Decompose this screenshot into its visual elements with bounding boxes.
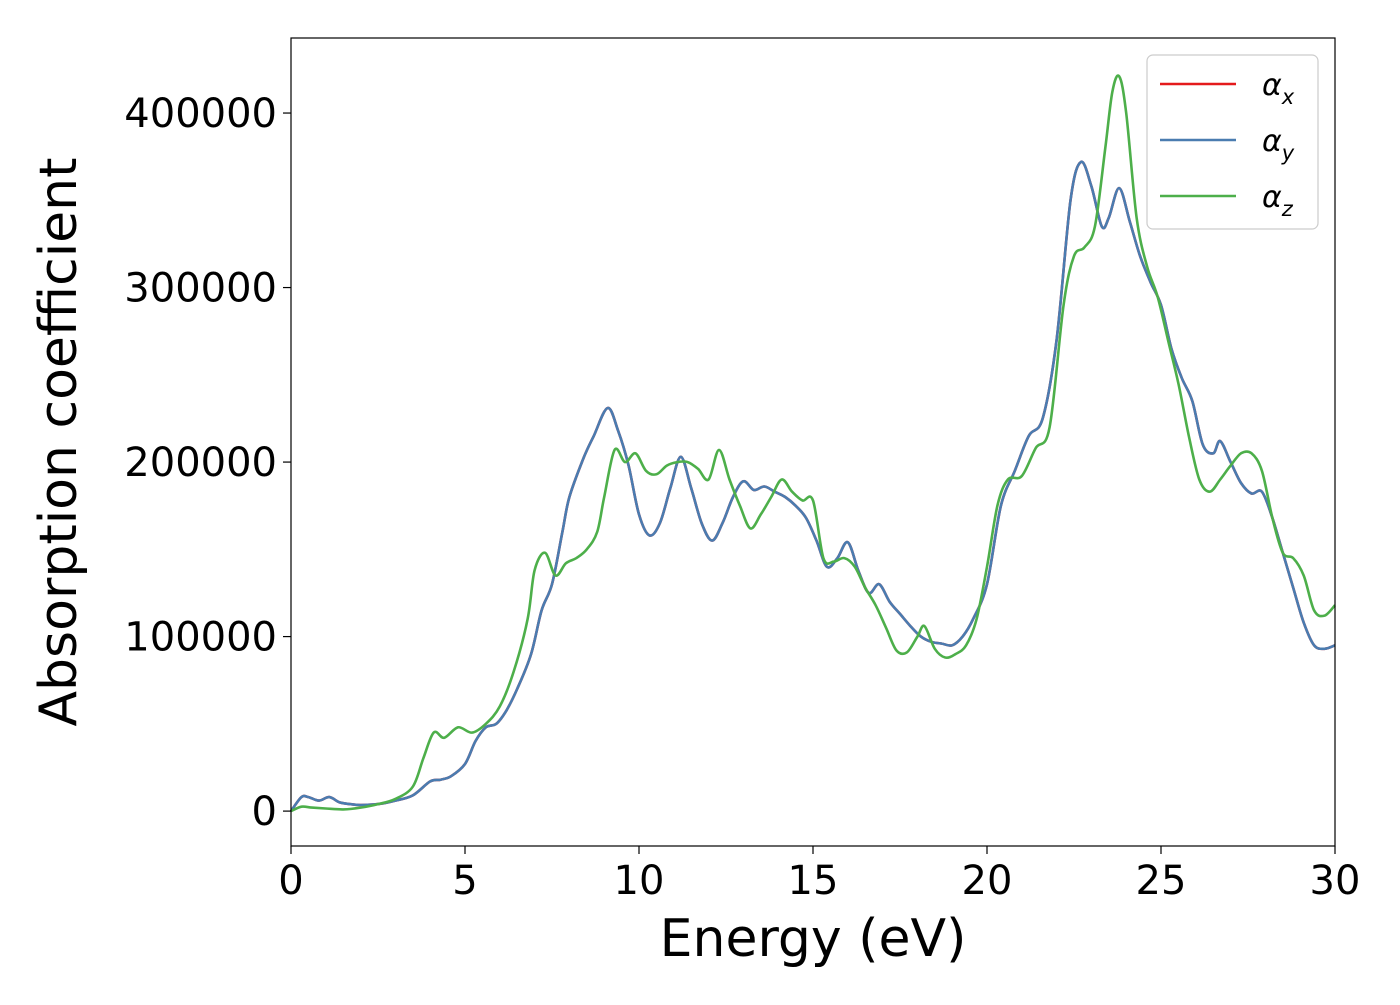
y-tick-label: 300000 — [124, 266, 277, 312]
y-tick-label: 100000 — [124, 615, 277, 661]
y-tick-label: 0 — [252, 789, 277, 835]
x-tick-label: 25 — [1136, 858, 1187, 904]
y-axis: 0 100000 200000 300000 400000 — [124, 91, 291, 835]
legend-box — [1146, 54, 1319, 230]
series-layer — [289, 74, 1336, 813]
x-tick-label: 30 — [1310, 858, 1361, 904]
x-axis: 0 5 10 15 20 25 30 — [278, 846, 1360, 904]
x-tick-label: 20 — [962, 858, 1013, 904]
x-tick-label: 15 — [788, 858, 839, 904]
x-tick-label: 0 — [278, 858, 303, 904]
y-tick-label: 200000 — [124, 440, 277, 486]
series-line-z — [290, 74, 1336, 813]
y-axis-title: Absorption coefficient — [29, 157, 89, 726]
x-axis-title: Energy (eV) — [660, 909, 967, 969]
y-tick-label: 400000 — [124, 91, 277, 137]
x-tick-label: 5 — [452, 858, 477, 904]
x-tick-label: 10 — [614, 858, 665, 904]
